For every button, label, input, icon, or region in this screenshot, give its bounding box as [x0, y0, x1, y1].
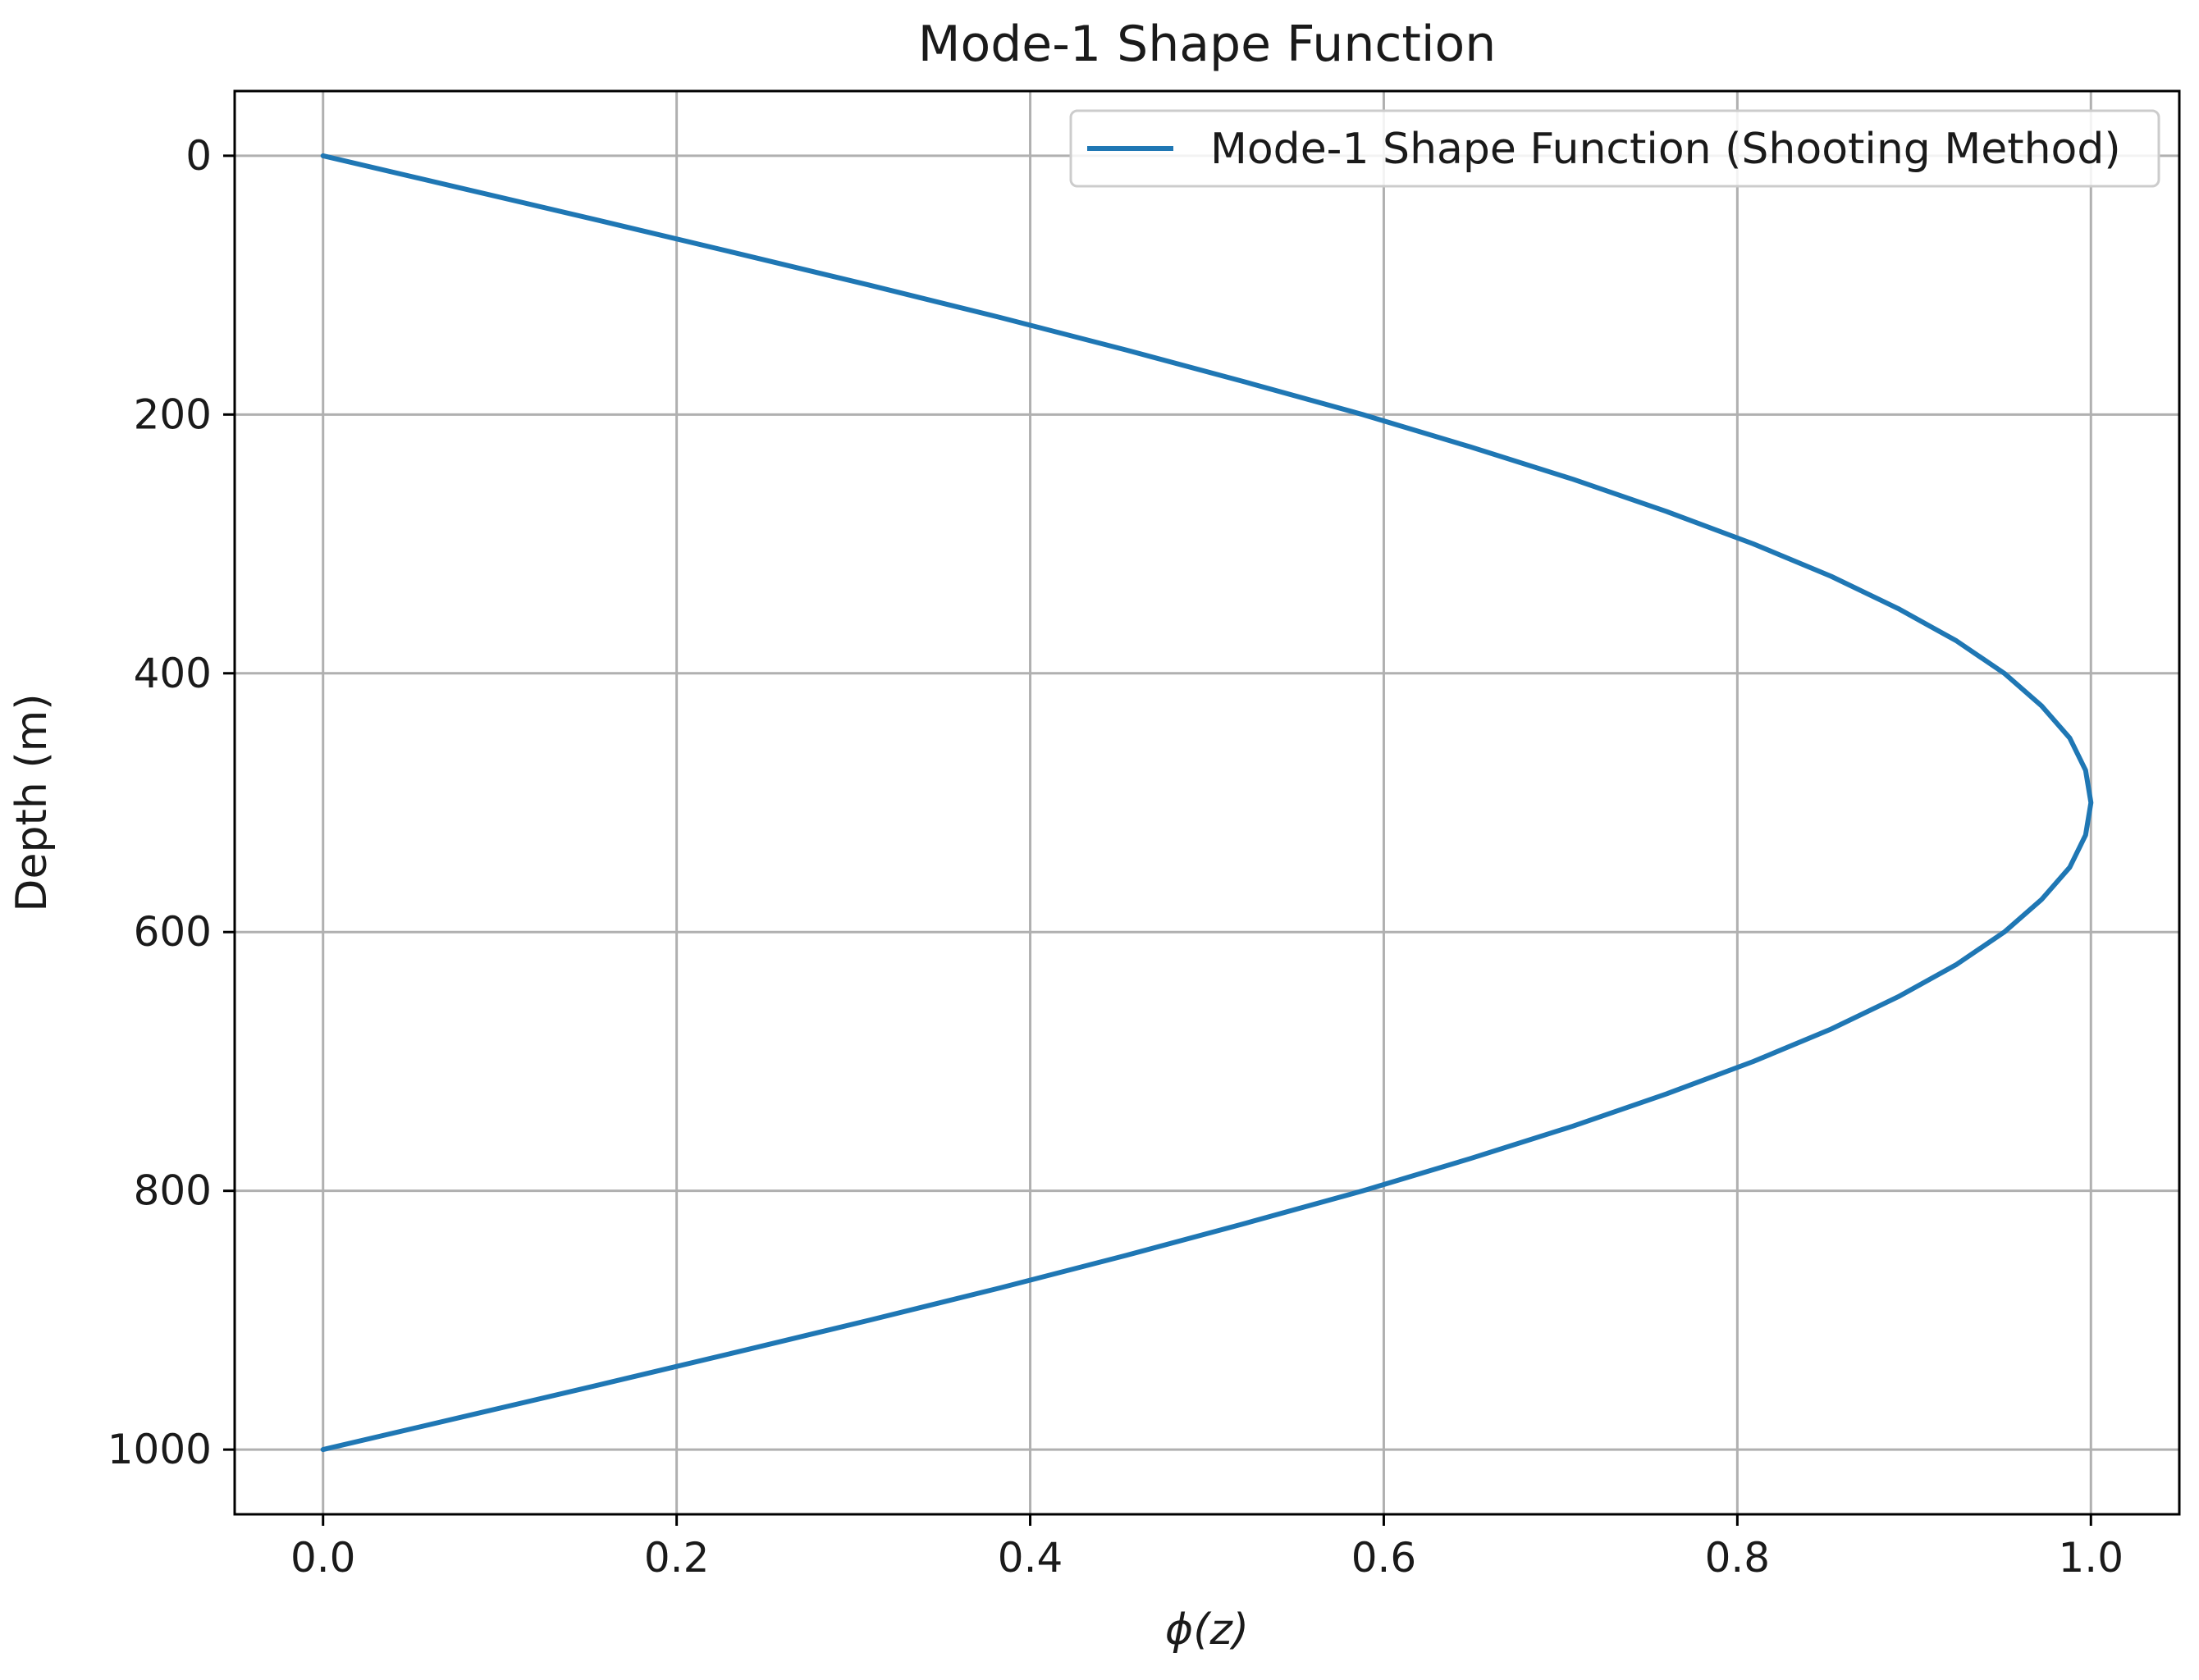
x-tick-label: 0.2 — [644, 1534, 710, 1582]
legend-entry-label: Mode-1 Shape Function (Shooting Method) — [1210, 125, 2121, 174]
y-tick-label: 1000 — [107, 1426, 212, 1473]
y-tick-label: 800 — [134, 1167, 212, 1215]
y-tick-label: 0 — [185, 132, 212, 180]
x-axis-label: ϕ(z) — [1165, 1605, 1249, 1655]
series-layer — [320, 153, 2094, 1453]
chart-title: Mode-1 Shape Function — [918, 16, 1497, 73]
x-tick-label: 0.8 — [1705, 1534, 1771, 1582]
y-tick-label: 600 — [134, 908, 212, 956]
legend-box — [1069, 109, 2160, 188]
y-tick-label: 200 — [134, 390, 212, 438]
axis-ticks: 0.0 0.2 0.4 0.6 0.8 1.0 0 200 400 600 800 1000 — [107, 132, 2124, 1582]
x-tick-label: 0.0 — [290, 1534, 356, 1582]
y-axis-label: Depth (m) — [7, 693, 57, 911]
x-tick-label: 0.6 — [1351, 1534, 1417, 1582]
series-line-0 — [320, 153, 2094, 1453]
x-tick-label: 1.0 — [2059, 1534, 2124, 1582]
legend: Mode-1 Shape Function (Shooting Method) — [1069, 109, 2160, 188]
plot-frame — [233, 89, 2181, 1516]
grid-lines — [235, 91, 2179, 1514]
x-tick-label: 0.4 — [998, 1534, 1063, 1582]
y-tick-label: 400 — [134, 650, 212, 697]
